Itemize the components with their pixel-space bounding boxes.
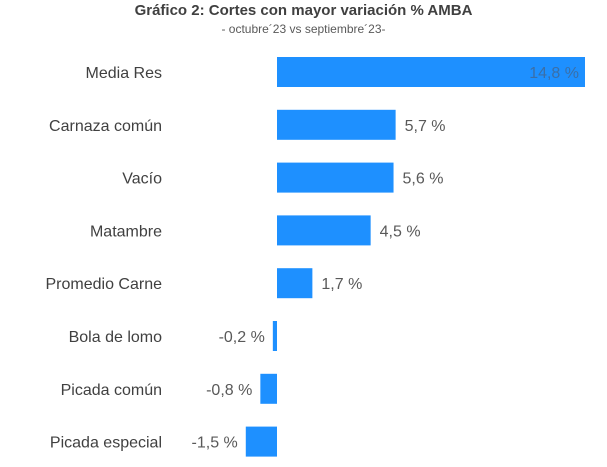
bar bbox=[260, 373, 277, 404]
value-label: 4,5 % bbox=[380, 223, 421, 240]
bar bbox=[277, 162, 394, 193]
bar bbox=[277, 57, 585, 87]
value-label: -1,5 % bbox=[192, 435, 238, 452]
value-label: -0,2 % bbox=[219, 329, 265, 346]
value-label: 5,6 % bbox=[403, 171, 444, 188]
category-label: Matambre bbox=[90, 223, 162, 240]
bar bbox=[277, 268, 313, 299]
value-label: -0,8 % bbox=[206, 382, 252, 399]
bar bbox=[245, 426, 277, 457]
bar bbox=[277, 109, 396, 140]
category-label: Picada especial bbox=[50, 435, 162, 452]
bar bbox=[277, 215, 371, 246]
category-label: Promedio Carne bbox=[46, 276, 163, 293]
value-label: 5,7 % bbox=[405, 118, 446, 135]
value-label: 14,8 % bbox=[529, 65, 579, 82]
bar bbox=[272, 321, 277, 351]
chart-subtitle: - octubre´23 vs septiembre´23- bbox=[221, 22, 386, 36]
value-label: 1,7 % bbox=[321, 276, 362, 293]
category-label: Carnaza común bbox=[49, 118, 162, 135]
category-label: Picada común bbox=[61, 382, 162, 399]
category-label: Vacío bbox=[122, 171, 162, 188]
category-label: Bola de lomo bbox=[69, 329, 162, 346]
category-label: Media Res bbox=[86, 65, 162, 82]
chart-title: Gráfico 2: Cortes con mayor variación % … bbox=[134, 2, 473, 19]
